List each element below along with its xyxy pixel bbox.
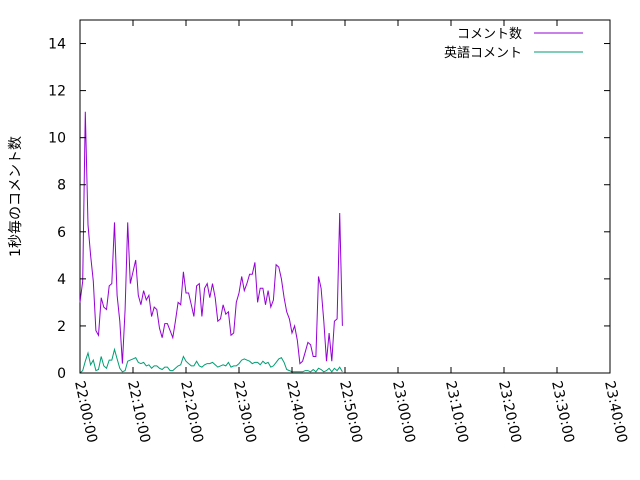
- plot-frame: [79, 19, 611, 374]
- x-tick-label: 22:40:00: [283, 380, 312, 445]
- x-tick-label: 23:40:00: [601, 380, 630, 445]
- y-tick-label: 10: [48, 131, 66, 147]
- y-tick-label: 2: [57, 319, 66, 335]
- x-tick-label: 22:20:00: [177, 380, 206, 445]
- y-tick-label: 14: [48, 37, 66, 53]
- legend-label-1: コメント数: [457, 27, 522, 42]
- x-tick-label: 22:00:00: [71, 380, 100, 445]
- x-tick-label: 23:00:00: [389, 380, 418, 445]
- x-tick-label: 22:30:00: [230, 380, 259, 445]
- y-axis: 0 2 4 6 8 10 12 14: [48, 37, 610, 382]
- plot-border: [79, 19, 611, 374]
- series-line-2: [79, 347, 343, 374]
- y-axis-label: 1秒毎のコメント数: [8, 136, 24, 257]
- y-tick-label: 4: [57, 272, 66, 288]
- y-tick-label: 6: [57, 225, 66, 241]
- x-tick-label: 22:10:00: [124, 380, 153, 445]
- series-layer: [79, 111, 343, 374]
- y-tick-label: 12: [48, 84, 66, 100]
- x-axis: 22:00:00 22:10:00 22:20:00 22:30:00 22:40:00…: [71, 20, 630, 444]
- x-tick-label: 22:50:00: [336, 380, 365, 445]
- y-tick-label: 0: [57, 366, 66, 382]
- x-tick-label: 23:20:00: [495, 380, 524, 445]
- x-tick-label: 23:30:00: [548, 380, 577, 445]
- legend-label-2: 英語コメント: [444, 45, 522, 61]
- y-tick-label: 8: [57, 178, 66, 194]
- series-line-1: [79, 111, 343, 365]
- x-tick-label: 23:10:00: [442, 380, 471, 445]
